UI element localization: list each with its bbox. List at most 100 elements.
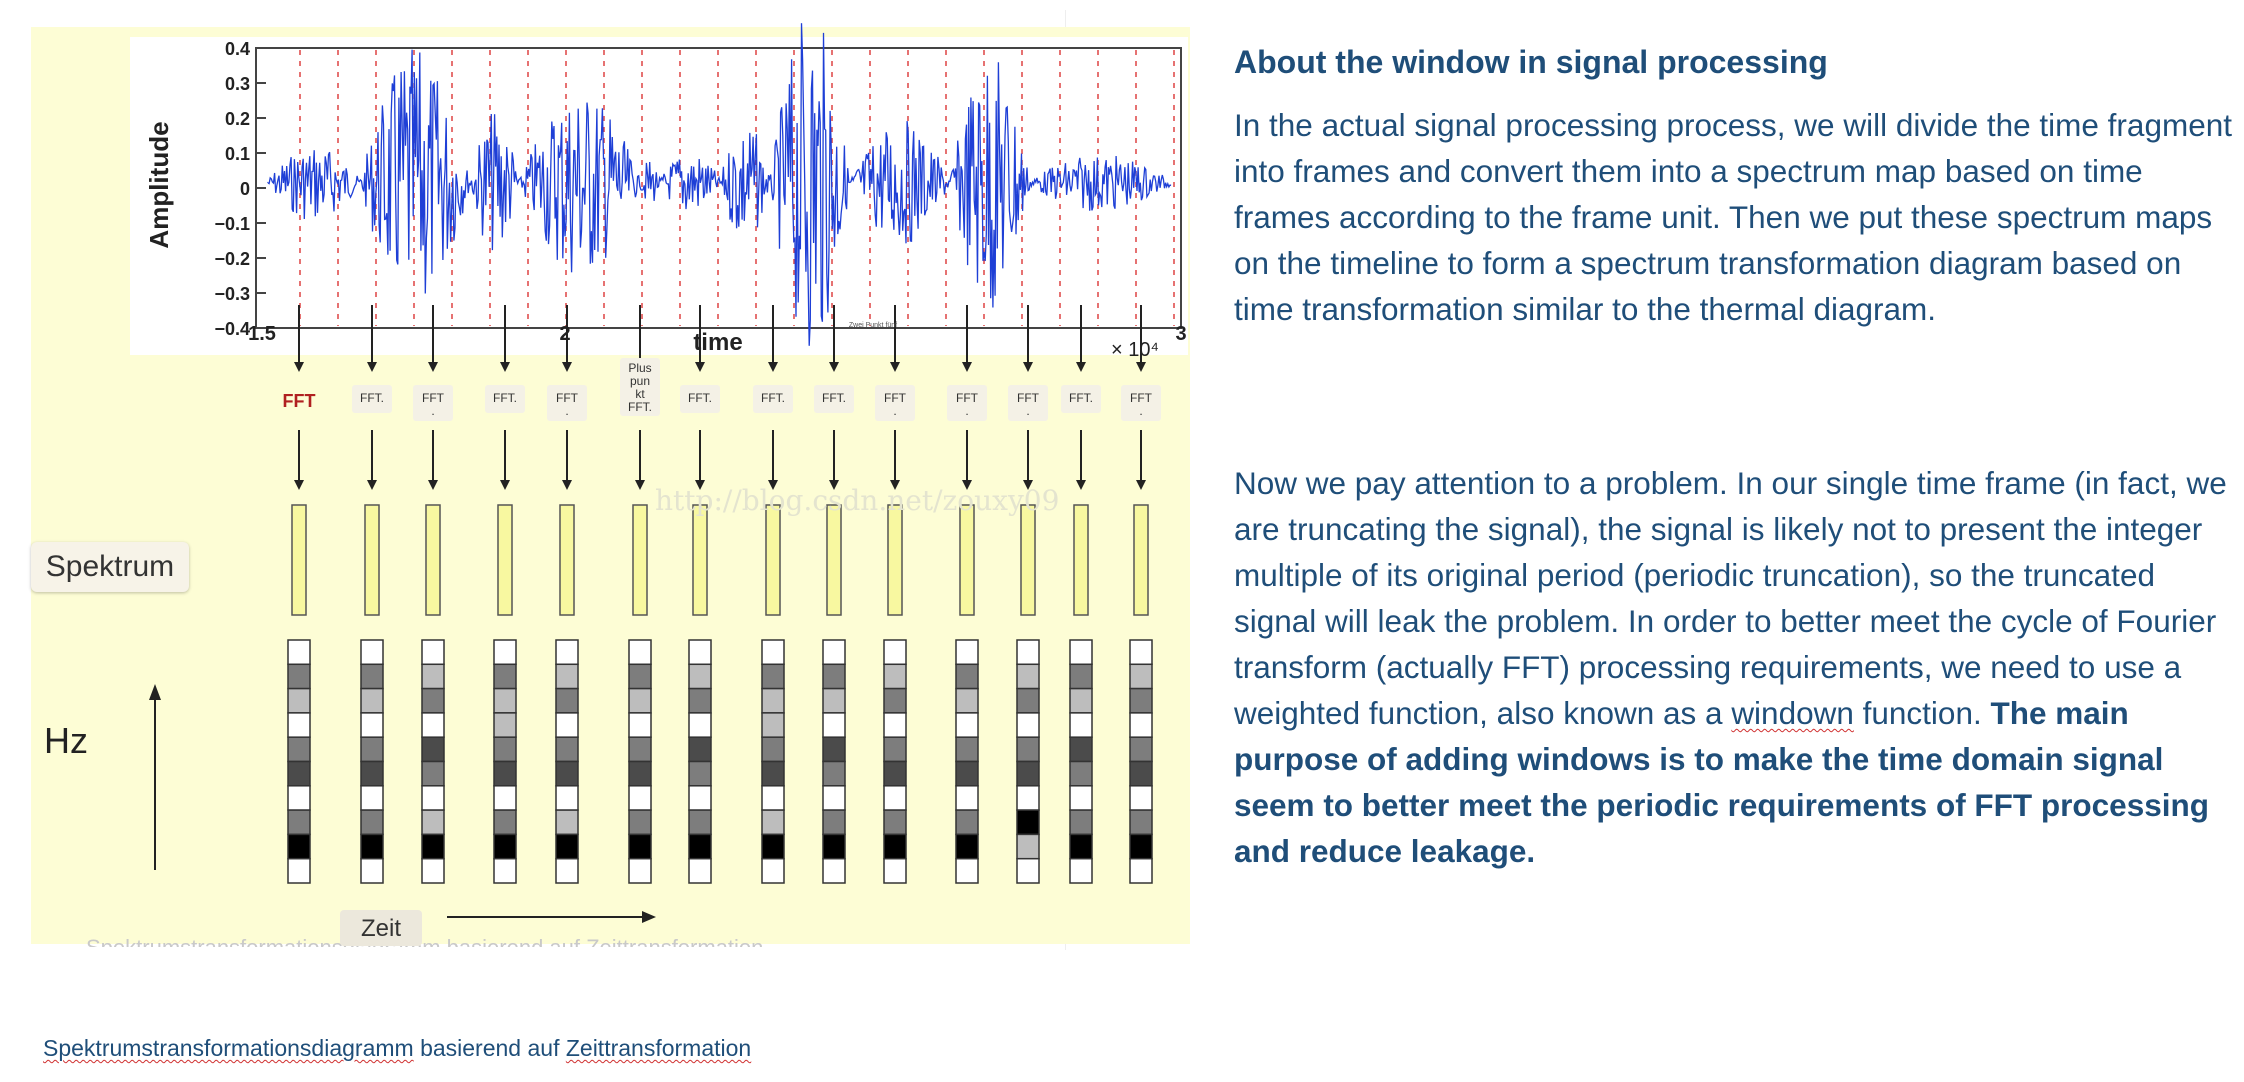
spectrum-cell bbox=[1016, 857, 1040, 884]
spectrum-cell bbox=[822, 809, 846, 836]
spectrum-cell bbox=[493, 687, 517, 714]
y-tick-label: 0.4 bbox=[225, 39, 250, 59]
x-tick-label: 1.5 bbox=[248, 323, 276, 345]
spectrum-cell bbox=[688, 663, 712, 690]
spectrum-cell bbox=[761, 736, 785, 763]
fft-label-text: FFT. bbox=[360, 391, 384, 405]
y-tick-label: −0.1 bbox=[214, 214, 250, 234]
spectrum-cell bbox=[1069, 736, 1093, 763]
spectrum-cell bbox=[493, 833, 517, 860]
arrow-head bbox=[428, 362, 438, 372]
spectrum-cell bbox=[1069, 639, 1093, 666]
arrow-head bbox=[1076, 362, 1086, 372]
spectrum-cell bbox=[1129, 809, 1153, 836]
spectrum-cell bbox=[955, 663, 979, 690]
fft-label-box bbox=[620, 358, 660, 416]
fft-label-box bbox=[814, 385, 854, 413]
spectrum-bar bbox=[1020, 504, 1036, 616]
spectrum-cell bbox=[761, 712, 785, 738]
fft-label-text: FFT bbox=[956, 391, 979, 405]
spectrum-cell bbox=[287, 760, 311, 787]
spectrum-cell bbox=[1069, 663, 1093, 690]
spectrum-cell bbox=[1129, 687, 1153, 714]
fft-label-text: . bbox=[965, 404, 968, 418]
arrow-head bbox=[829, 480, 839, 490]
spectrum-cell bbox=[1069, 857, 1093, 884]
spectrum-bar bbox=[1133, 504, 1149, 616]
arrow-head bbox=[962, 362, 972, 372]
spectrum-cell bbox=[761, 833, 785, 860]
fft-label-box bbox=[1008, 385, 1048, 421]
spectrum-cell bbox=[1069, 785, 1093, 811]
fft-label-text: Plus bbox=[628, 361, 651, 375]
spectrum-cell bbox=[883, 687, 907, 714]
spectrum-cell bbox=[1069, 809, 1093, 836]
spectrum-bar bbox=[765, 504, 781, 616]
spectrum-cell bbox=[360, 663, 384, 690]
spectrum-cell bbox=[955, 760, 979, 787]
spectrum-cell bbox=[360, 639, 384, 666]
spectrum-cell bbox=[955, 809, 979, 836]
figure-caption: Spektrumstransformationsdiagramm basiere… bbox=[43, 1035, 751, 1062]
spectrum-cell bbox=[822, 857, 846, 884]
fft-label-text: . bbox=[893, 404, 896, 418]
misspelled-word: windown bbox=[1731, 695, 1854, 731]
x-multiplier: × 10⁴ bbox=[1111, 339, 1159, 361]
spectrum-cell bbox=[628, 785, 652, 811]
spectrum-cell bbox=[1016, 809, 1040, 836]
fft-label-text: . bbox=[1139, 404, 1142, 418]
spectrum-cell bbox=[1016, 712, 1040, 738]
spectrum-cell bbox=[287, 785, 311, 811]
arrow-head bbox=[367, 480, 377, 490]
spectrum-cell bbox=[761, 857, 785, 884]
spectrum-cell bbox=[1129, 760, 1153, 787]
spectrum-cell bbox=[421, 687, 445, 714]
spectrum-cell bbox=[287, 833, 311, 860]
spectrum-cell bbox=[628, 663, 652, 690]
time-arrow-head bbox=[642, 911, 656, 923]
zeit-label: Zeit bbox=[340, 910, 422, 946]
spectrum-cell bbox=[493, 736, 517, 763]
paragraph-2: Now we pay attention to a problem. In ou… bbox=[1234, 460, 2244, 874]
spectrum-cell bbox=[883, 712, 907, 738]
spectrum-cell bbox=[493, 712, 517, 738]
spectrum-cell bbox=[955, 712, 979, 738]
hz-arrow-head bbox=[149, 684, 161, 700]
spectrum-cell bbox=[761, 760, 785, 787]
fft-label: FFT. bbox=[413, 385, 453, 421]
spectrum-cell bbox=[1016, 785, 1040, 811]
spectrum-bar bbox=[632, 504, 648, 616]
spectrum-cell bbox=[287, 639, 311, 666]
fft-label-text: FFT bbox=[283, 391, 316, 411]
spectrum-cell bbox=[555, 760, 579, 787]
fft-label-box bbox=[547, 385, 587, 421]
spectrum-cell bbox=[421, 639, 445, 666]
spectrum-cell bbox=[1129, 785, 1153, 811]
fft-label-text: FFT bbox=[422, 391, 445, 405]
spectrum-cell bbox=[555, 857, 579, 884]
spectrum-cell bbox=[822, 687, 846, 714]
spectrum-cell bbox=[688, 760, 712, 787]
arrow-head bbox=[1136, 480, 1146, 490]
spectrum-cell bbox=[360, 857, 384, 884]
spectrum-cell bbox=[421, 785, 445, 811]
arrow-head bbox=[890, 480, 900, 490]
spectrum-cell bbox=[1016, 833, 1040, 860]
spectrum-cell bbox=[883, 809, 907, 836]
spectrum-cell bbox=[1129, 663, 1153, 690]
spectrum-cell bbox=[688, 639, 712, 666]
spectrum-bar bbox=[692, 504, 708, 616]
spectrum-cell bbox=[822, 663, 846, 690]
spectrum-cell bbox=[688, 712, 712, 738]
spectrum-bar bbox=[826, 504, 842, 616]
spectrum-cell bbox=[1129, 639, 1153, 666]
x-tick-label: 2 bbox=[559, 323, 570, 345]
arrow-head bbox=[294, 362, 304, 372]
small-note: Zwei Punkt fünf bbox=[849, 322, 897, 329]
arrow-head bbox=[1023, 362, 1033, 372]
fft-label: FFT. bbox=[352, 385, 392, 413]
y-tick-label: −0.3 bbox=[214, 284, 250, 304]
spectrum-cell bbox=[822, 833, 846, 860]
spectrum-bar bbox=[1073, 504, 1089, 616]
hz-label: Hz bbox=[44, 720, 88, 761]
